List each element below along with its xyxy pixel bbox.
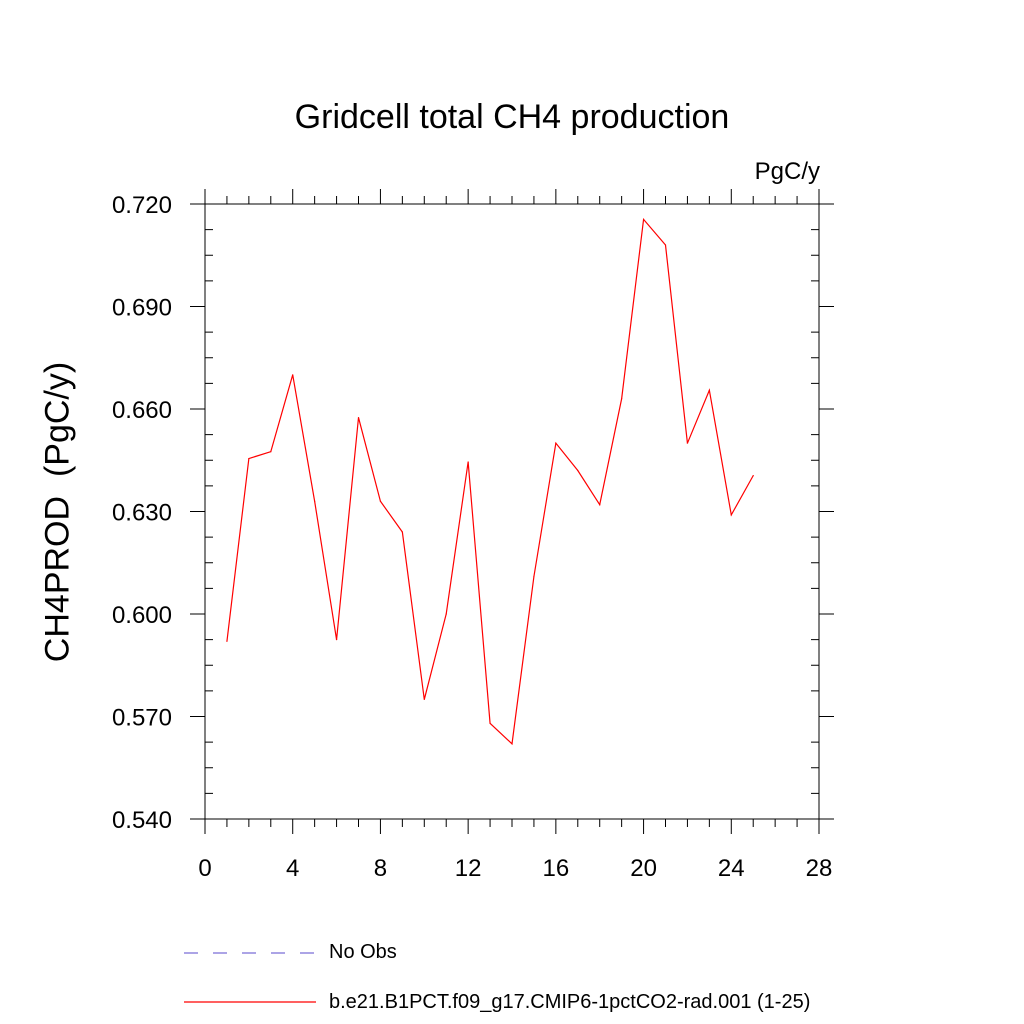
series-line bbox=[226, 217, 754, 746]
y-tick-label: 0.540 bbox=[112, 807, 172, 834]
series-point bbox=[226, 640, 228, 642]
x-tick-label: 28 bbox=[806, 855, 833, 882]
series-point bbox=[599, 504, 601, 506]
axis-ticks bbox=[190, 189, 834, 834]
y-tick-label: 0.630 bbox=[112, 500, 172, 527]
series-point bbox=[467, 461, 469, 463]
x-tick-label: 20 bbox=[630, 855, 657, 882]
y-tick-label: 0.600 bbox=[112, 602, 172, 629]
series-point bbox=[445, 613, 447, 615]
series-point bbox=[357, 416, 360, 419]
series-point bbox=[642, 218, 645, 220]
plot-frame bbox=[204, 203, 820, 820]
series-point bbox=[533, 575, 535, 578]
legend-model-label: b.e21.B1PCT.f09_g17.CMIP6-1pctCO2-rad.00… bbox=[329, 991, 811, 1013]
y-tick-label: 0.690 bbox=[112, 295, 172, 322]
series-point bbox=[314, 500, 316, 502]
series-point bbox=[621, 398, 623, 400]
units-label: PgC/y bbox=[754, 158, 820, 185]
series-point bbox=[292, 374, 294, 376]
y-axis-label: CH4PROD (PgC/y) bbox=[38, 361, 77, 663]
series-point bbox=[335, 639, 338, 641]
series-point bbox=[511, 743, 513, 745]
series-point bbox=[489, 722, 491, 724]
x-tick-label: 16 bbox=[543, 855, 570, 882]
series-lines bbox=[226, 217, 754, 746]
x-tick-label: 8 bbox=[374, 855, 387, 882]
legend-obs-label: No Obs bbox=[329, 941, 397, 963]
tick-labels: 0 4 8 12 16 20 24 28 0.540 0.570 0.600 0.630 0.660 0.… bbox=[112, 192, 832, 882]
x-tick-label: 24 bbox=[718, 855, 745, 882]
y-tick-label: 0.570 bbox=[112, 705, 172, 732]
y-tick-label: 0.720 bbox=[112, 192, 172, 219]
chart-title: Gridcell total CH4 production bbox=[294, 98, 730, 136]
series-point bbox=[577, 469, 579, 472]
series-point bbox=[248, 457, 250, 460]
series-point bbox=[664, 244, 667, 246]
x-tick-label: 0 bbox=[198, 855, 211, 882]
series-point bbox=[379, 500, 382, 502]
series-point bbox=[401, 531, 403, 533]
series-point bbox=[708, 389, 710, 391]
series-point bbox=[752, 475, 754, 477]
x-tick-label: 4 bbox=[286, 855, 299, 882]
series-point bbox=[270, 451, 272, 453]
series-point bbox=[730, 514, 732, 516]
series-point bbox=[555, 442, 557, 444]
x-tick-label: 12 bbox=[455, 855, 482, 882]
series-point bbox=[686, 442, 689, 444]
series-point bbox=[423, 698, 425, 701]
y-tick-label: 0.660 bbox=[112, 397, 172, 424]
